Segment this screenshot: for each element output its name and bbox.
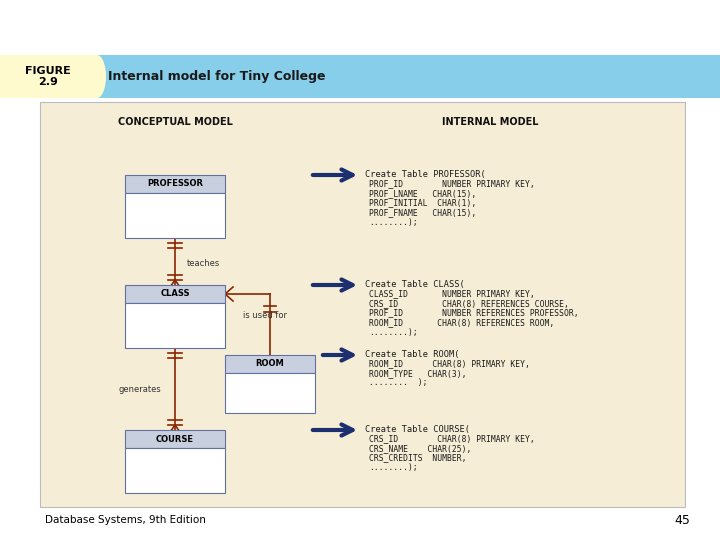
Text: PROF_LNAME   CHAR(15),: PROF_LNAME CHAR(15), — [369, 189, 476, 198]
Text: PROF_INITIAL  CHAR(1),: PROF_INITIAL CHAR(1), — [369, 199, 476, 207]
Bar — [225, 355, 315, 373]
Text: ........);: ........); — [369, 218, 418, 226]
Bar — [225, 373, 315, 413]
Text: CRS_ID        CHAR(8) PRIMARY KEY,: CRS_ID CHAR(8) PRIMARY KEY, — [369, 435, 535, 443]
Text: CLASS_ID       NUMBER PRIMARY KEY,: CLASS_ID NUMBER PRIMARY KEY, — [369, 289, 535, 299]
Text: Database Systems, 9th Edition: Database Systems, 9th Edition — [45, 515, 206, 525]
Bar — [0, 55, 720, 98]
Text: PROF_ID        NUMBER REFERENCES PROFESSOR,: PROF_ID NUMBER REFERENCES PROFESSOR, — [369, 308, 579, 318]
Text: 45: 45 — [674, 514, 690, 526]
Text: Create Table CLASS(: Create Table CLASS( — [365, 280, 464, 289]
Bar — [125, 193, 225, 238]
Text: PROF_ID        NUMBER PRIMARY KEY,: PROF_ID NUMBER PRIMARY KEY, — [369, 179, 535, 188]
Bar — [125, 175, 225, 193]
Bar — [0, 55, 97, 98]
Text: Create Table ROOM(: Create Table ROOM( — [365, 350, 459, 359]
Text: CLASS: CLASS — [161, 289, 190, 299]
Text: CRS_CREDITS  NUMBER,: CRS_CREDITS NUMBER, — [369, 454, 467, 462]
Text: PROF_FNAME   CHAR(15),: PROF_FNAME CHAR(15), — [369, 208, 476, 217]
Text: ........);: ........); — [369, 463, 418, 472]
Text: generates: generates — [119, 384, 161, 394]
Text: ROOM_ID       CHAR(8) REFERENCES ROOM,: ROOM_ID CHAR(8) REFERENCES ROOM, — [369, 318, 554, 327]
Bar — [125, 430, 225, 448]
Text: Internal model for Tiny College: Internal model for Tiny College — [108, 70, 325, 83]
Bar — [125, 285, 225, 303]
Text: Create Table COURSE(: Create Table COURSE( — [365, 425, 470, 434]
Text: INTERNAL MODEL: INTERNAL MODEL — [442, 117, 539, 127]
Bar — [125, 448, 225, 493]
Text: CRS_NAME    CHAR(25),: CRS_NAME CHAR(25), — [369, 444, 472, 453]
Text: PROFESSOR: PROFESSOR — [147, 179, 203, 188]
Text: ........);: ........); — [369, 327, 418, 336]
Text: CRS_ID         CHAR(8) REFERENCES COURSE,: CRS_ID CHAR(8) REFERENCES COURSE, — [369, 299, 569, 308]
Text: ROOM_TYPE   CHAR(3),: ROOM_TYPE CHAR(3), — [369, 369, 467, 378]
Text: Create Table PROFESSOR(: Create Table PROFESSOR( — [365, 170, 486, 179]
Text: ........  );: ........ ); — [369, 379, 428, 388]
FancyBboxPatch shape — [40, 102, 685, 507]
Text: teaches: teaches — [187, 260, 220, 268]
Text: ROOM: ROOM — [256, 360, 284, 368]
Text: COURSE: COURSE — [156, 435, 194, 443]
Ellipse shape — [88, 55, 106, 98]
Text: ROOM_ID      CHAR(8) PRIMARY KEY,: ROOM_ID CHAR(8) PRIMARY KEY, — [369, 360, 530, 368]
Text: CONCEPTUAL MODEL: CONCEPTUAL MODEL — [117, 117, 233, 127]
Text: is used for: is used for — [243, 312, 287, 321]
Bar — [125, 303, 225, 348]
Text: FIGURE
2.9: FIGURE 2.9 — [25, 66, 71, 87]
